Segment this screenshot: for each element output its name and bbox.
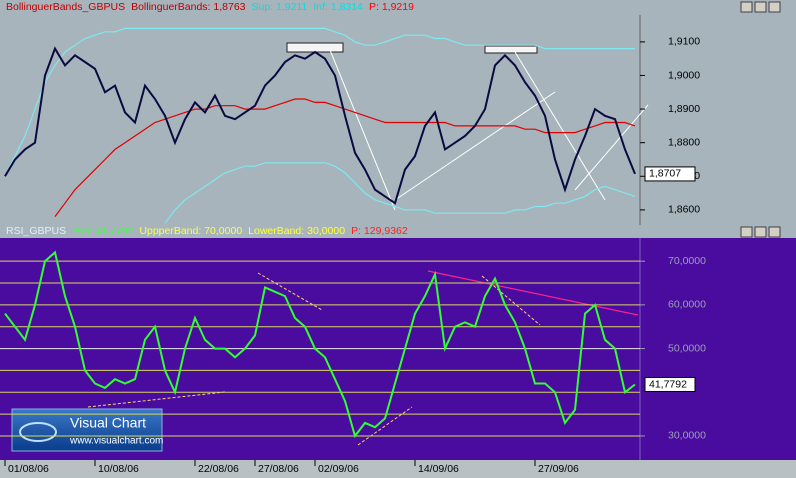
legend-item: RSI: 41,7792 xyxy=(72,225,133,237)
close-button[interactable] xyxy=(768,226,781,238)
last-value-label: 41,7792 xyxy=(649,378,687,390)
price-header xyxy=(0,0,796,15)
y-tick-label: 1,8800 xyxy=(668,136,700,148)
trend-line xyxy=(574,104,649,191)
window-buttons[interactable] xyxy=(740,1,781,238)
trend-line xyxy=(257,272,323,311)
panel-legend: BollinguerBands_GBPUS BollinguerBands: 1,… xyxy=(6,1,414,13)
minimize-button[interactable] xyxy=(740,1,753,13)
trend-line xyxy=(329,49,396,211)
x-tick-label: 10/08/06 xyxy=(98,463,139,475)
trend-line xyxy=(427,270,639,316)
panel-legend: RSI_GBPUS RSI: 41,7792 UppperBand: 70,0000… xyxy=(6,225,408,237)
maximize-button[interactable] xyxy=(754,226,767,238)
legend-item: P: 129,9362 xyxy=(351,225,408,237)
x-tick-label: 01/08/06 xyxy=(8,463,49,475)
series-line xyxy=(164,162,636,224)
y-tick-label: 30,0000 xyxy=(668,430,706,442)
last-value-box xyxy=(644,166,696,182)
y-tick-label: 70,0000 xyxy=(668,255,706,267)
x-tick-label: 14/09/06 xyxy=(418,463,459,475)
logo-url: www.visualchart.com xyxy=(69,436,163,447)
plots: BollinguerBands_GBPUS BollinguerBands: 1,… xyxy=(0,1,706,475)
logo-icon xyxy=(19,422,57,442)
highlight-box xyxy=(484,45,538,54)
legend-item: LowerBand: 30,0000 xyxy=(248,225,345,237)
series-line xyxy=(4,250,636,439)
x-tick-label: 22/08/06 xyxy=(198,463,239,475)
legend-item: Sup: 1,9211 xyxy=(252,1,308,13)
x-tick-label: 02/09/06 xyxy=(318,463,359,475)
x-tick-label: 27/09/06 xyxy=(538,463,579,475)
legend-item: RSI_GBPUS xyxy=(6,225,66,237)
series-line xyxy=(4,27,635,177)
y-tick-label: 50,0000 xyxy=(668,342,706,354)
y-tick-label: 1,9100 xyxy=(668,36,700,48)
close-button[interactable] xyxy=(768,1,781,13)
minimize-button[interactable] xyxy=(740,226,753,238)
trend-line xyxy=(514,51,606,201)
y-tick-label: 1,8900 xyxy=(668,103,700,115)
trend-line xyxy=(357,406,413,446)
last-value-box xyxy=(644,376,696,392)
y-tick-label: 1,9000 xyxy=(668,69,700,81)
highlight-box xyxy=(286,42,344,53)
maximize-button[interactable] xyxy=(754,1,767,13)
logo-box xyxy=(11,408,163,452)
y-tick-label: 1,8600 xyxy=(668,204,700,216)
x-axis-strip xyxy=(0,460,796,478)
trend-line xyxy=(87,391,226,408)
series-line xyxy=(4,46,636,205)
trend-line xyxy=(394,91,556,201)
legend-item: UppperBand: 70,0000 xyxy=(139,225,242,237)
rsi-header xyxy=(0,225,796,238)
y-tick-label: 60,0000 xyxy=(668,299,706,311)
legend-item: P: 1,9219 xyxy=(369,1,414,13)
series-line xyxy=(54,98,636,217)
logo: Visual Chart www.visualchart.com xyxy=(11,408,163,452)
last-value-label: 1,8707 xyxy=(649,168,681,180)
legend-item: BollinguerBands: 1,8763 xyxy=(131,1,246,13)
legend-item: BollinguerBands_GBPUS xyxy=(6,1,125,13)
legend-item: Inf: 1,8314 xyxy=(313,1,363,13)
x-tick-label: 27/08/06 xyxy=(258,463,299,475)
logo-title: Visual Chart xyxy=(70,415,146,431)
